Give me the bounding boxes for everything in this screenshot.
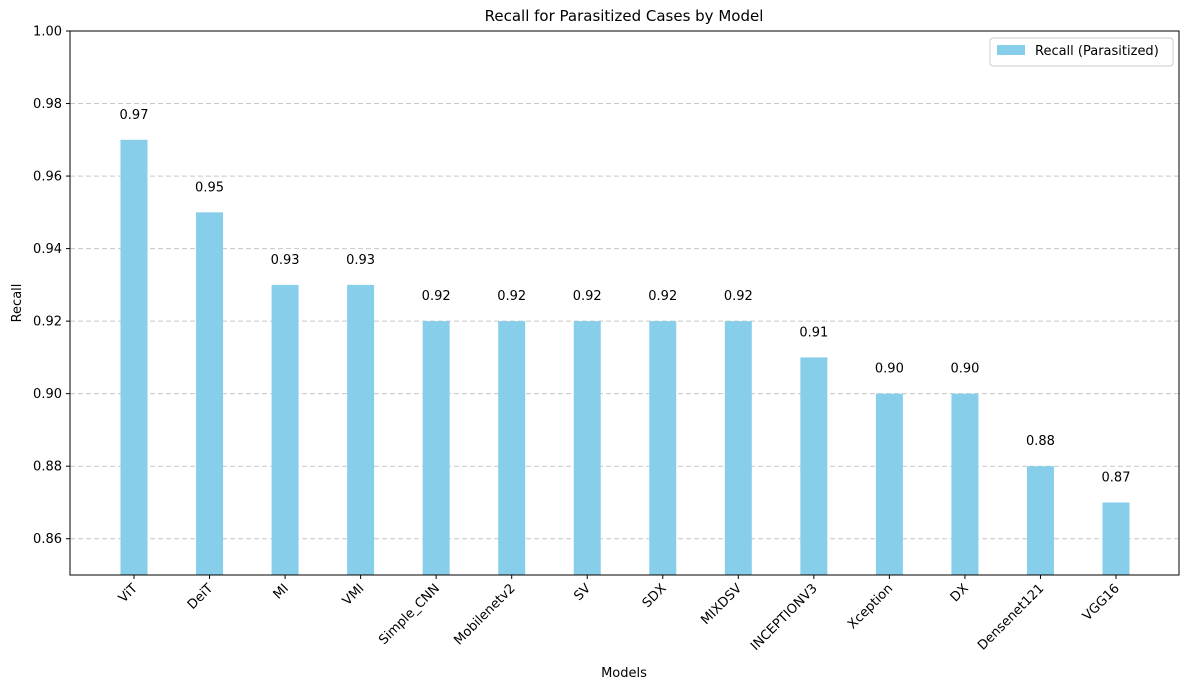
- x-axis-ticks: ViT DeiT MI VMI Simple_CNN Mobilenetv2 SV SDX MI…: [116, 575, 1123, 654]
- bar: [1102, 502, 1130, 575]
- data-label: 0.90: [875, 362, 904, 377]
- legend-label: Recall (Parasitized): [1035, 44, 1159, 59]
- y-axis-ticks: 0.86 0.88 0.90 0.92 0.94 0.96 0.98 1.00: [33, 25, 70, 547]
- y-tick-label: 0.92: [33, 315, 62, 330]
- data-label: 0.97: [120, 108, 149, 123]
- bar: [271, 284, 299, 575]
- bar: [875, 393, 903, 575]
- data-label: 0.91: [799, 325, 828, 340]
- x-tick-label: ViT: [116, 581, 141, 606]
- x-tick-label: INCEPTIONV3: [748, 581, 821, 654]
- bar: [649, 321, 677, 575]
- y-tick-label: 1.00: [33, 25, 62, 40]
- y-tick-label: 0.90: [33, 387, 62, 402]
- data-label: 0.88: [1026, 434, 1055, 449]
- data-labels: 0.97 0.95 0.93 0.93 0.92 0.92 0.92 0.92 0.92 0.91…: [120, 108, 1131, 486]
- x-tick-label: SDX: [640, 581, 670, 611]
- bar: [573, 321, 601, 575]
- data-label: 0.92: [422, 289, 451, 304]
- bar: [422, 321, 450, 575]
- bar: [951, 393, 979, 575]
- y-tick-label: 0.96: [33, 170, 62, 185]
- bar: [800, 357, 828, 575]
- bar: [1026, 466, 1054, 575]
- x-tick-label: Simple_CNN: [376, 581, 443, 648]
- x-tick-label: SV: [571, 581, 594, 604]
- bar: [120, 139, 148, 576]
- data-label: 0.92: [724, 289, 753, 304]
- data-label: 0.87: [1102, 470, 1131, 485]
- chart-title: Recall for Parasitized Cases by Model: [485, 7, 764, 25]
- legend: Recall (Parasitized): [989, 37, 1174, 67]
- x-tick-label: VMI: [340, 581, 368, 609]
- data-label: 0.95: [195, 180, 224, 195]
- data-label: 0.92: [573, 289, 602, 304]
- y-tick-label: 0.88: [33, 460, 62, 475]
- data-label: 0.93: [271, 253, 300, 268]
- plot-frame: [69, 30, 1180, 576]
- x-tick-label: Xception: [845, 581, 896, 632]
- bar: [347, 284, 375, 575]
- gridlines: [70, 30, 1179, 540]
- bars: [120, 139, 1130, 576]
- y-tick-label: 0.86: [33, 532, 62, 547]
- bar: [724, 321, 752, 575]
- data-label: 0.92: [497, 289, 526, 304]
- x-tick-label: DX: [948, 581, 972, 605]
- x-tick-label: MIXDSV: [698, 581, 745, 628]
- y-tick-label: 0.98: [33, 97, 62, 112]
- x-tick-label: VGG16: [1080, 581, 1123, 624]
- x-tick-label: Mobilenetv2: [451, 581, 518, 648]
- data-label: 0.93: [346, 253, 375, 268]
- y-axis-label: Recall: [10, 284, 25, 323]
- legend-box: [989, 37, 1174, 67]
- bar: [196, 212, 224, 576]
- x-tick-label: Densenet121: [975, 581, 1047, 653]
- x-tick-label: DeiT: [185, 581, 217, 613]
- x-tick-label: MI: [271, 581, 292, 602]
- data-label: 0.92: [648, 289, 677, 304]
- y-tick-label: 0.94: [33, 242, 62, 257]
- legend-swatch: [997, 45, 1025, 55]
- bar: [498, 321, 526, 575]
- x-axis-label: Models: [601, 666, 647, 681]
- data-label: 0.90: [950, 362, 979, 377]
